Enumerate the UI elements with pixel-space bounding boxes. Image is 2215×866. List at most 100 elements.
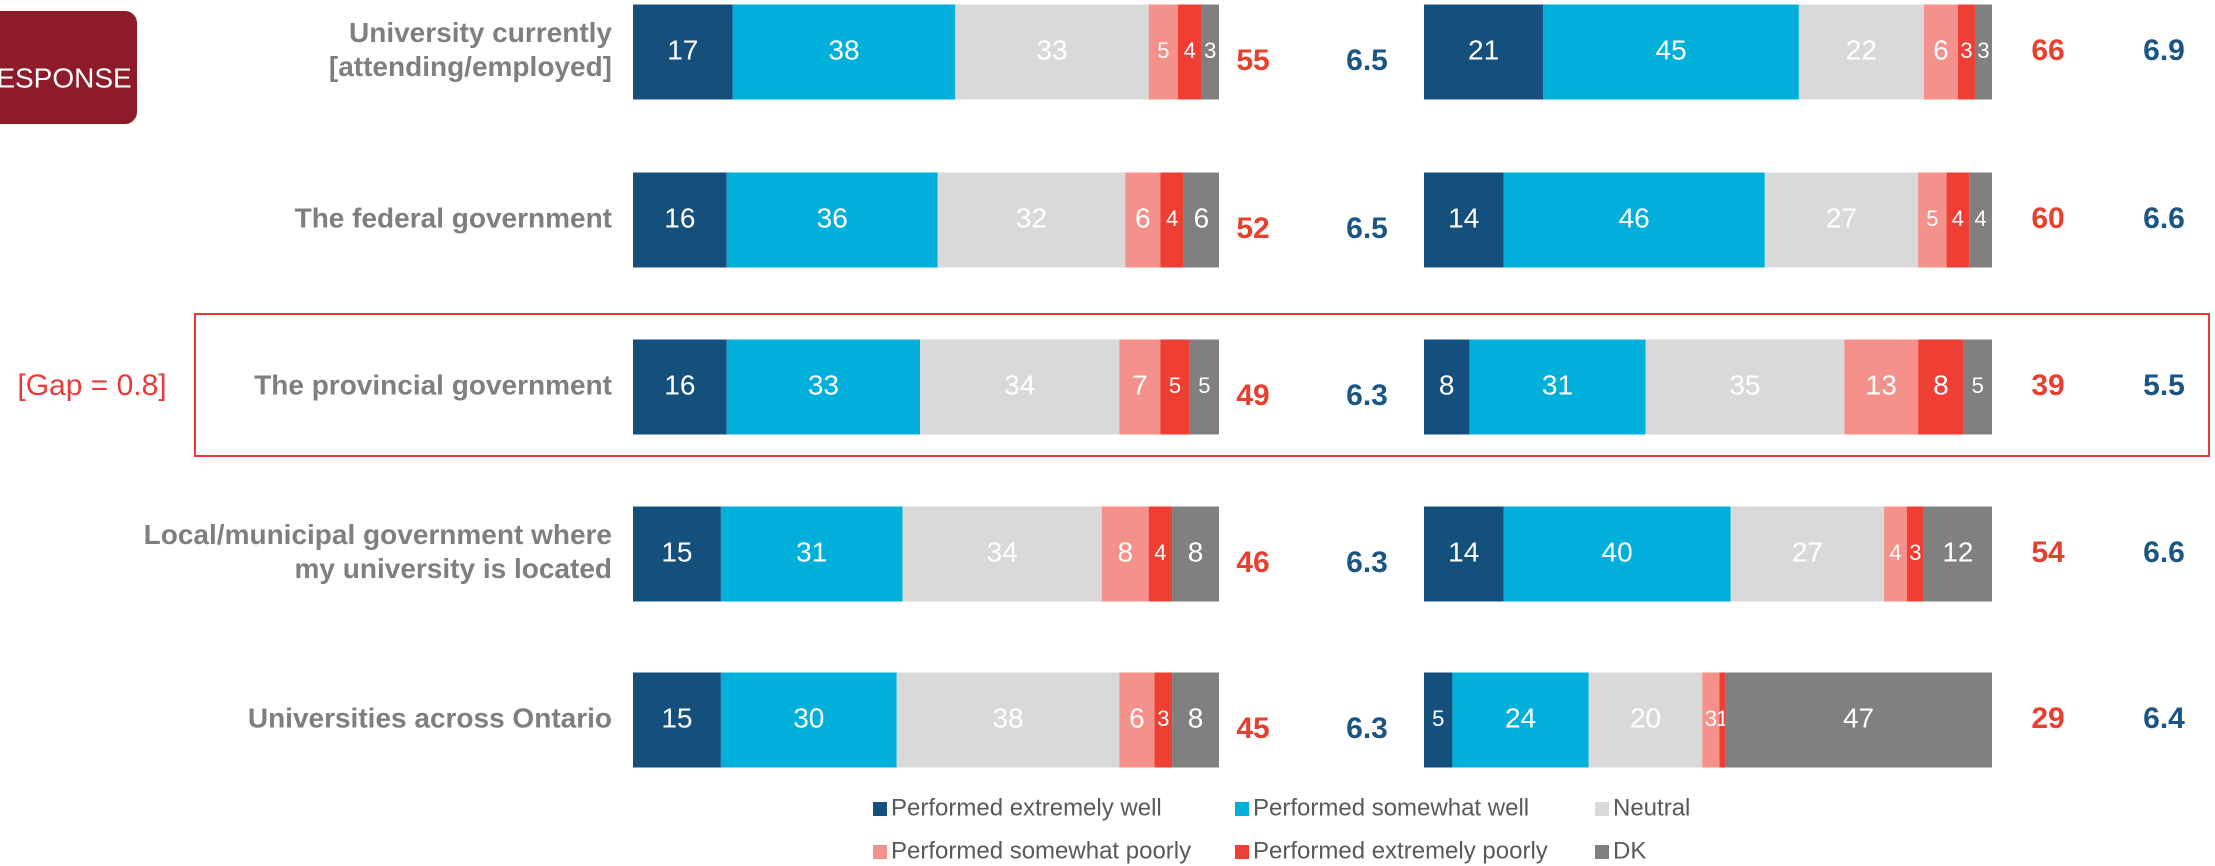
mean-label: 6.4 xyxy=(2143,702,2185,735)
bar-label: 4 xyxy=(1975,206,1987,231)
legend-swatch xyxy=(1235,845,1249,859)
bar-segment xyxy=(937,172,1126,268)
bar-segment xyxy=(1160,172,1184,268)
net-label: 60 xyxy=(2031,202,2064,235)
bar-label: 24 xyxy=(1505,702,1536,733)
bar-label: 32 xyxy=(1016,202,1047,233)
mean-label: 5.5 xyxy=(2143,369,2185,402)
bar-segment xyxy=(1918,172,1947,268)
bar-segment xyxy=(1183,172,1219,268)
bar-segment xyxy=(1918,339,1964,435)
bar-label: 3 xyxy=(1909,540,1921,565)
bar-segment xyxy=(1177,4,1202,100)
logo xyxy=(0,11,137,124)
bar-segment xyxy=(1469,339,1646,435)
bar-label: 8 xyxy=(1933,369,1949,400)
bar-segment xyxy=(902,506,1102,602)
category-label: Local/municipal government where my unive… xyxy=(144,519,612,584)
bar-label: 7 xyxy=(1132,369,1148,400)
logo-text: ESPONSE xyxy=(0,62,132,93)
bar-segment xyxy=(1702,672,1720,768)
bar-label: 6 xyxy=(1933,34,1949,65)
bar-segment xyxy=(1172,672,1219,768)
bar-segment xyxy=(633,339,727,435)
bar-segment xyxy=(1963,339,1992,435)
bar-segment xyxy=(1946,172,1970,268)
bar-segment xyxy=(1730,506,1885,602)
bar-segment xyxy=(1148,4,1178,100)
bar-label: 8 xyxy=(1188,536,1204,567)
bar-segment xyxy=(1957,4,1975,100)
bar-segment xyxy=(1844,339,1919,435)
bar-segment xyxy=(1148,506,1173,602)
bar-segment xyxy=(1189,339,1219,435)
bar-segment xyxy=(1645,339,1845,435)
bar-segment xyxy=(1424,506,1504,602)
legend-label: DK xyxy=(1613,837,1646,864)
bar-label: 35 xyxy=(1729,369,1760,400)
bar-label: 12 xyxy=(1942,536,1973,567)
bar-label: 47 xyxy=(1843,702,1874,733)
bar-label: 8 xyxy=(1439,369,1455,400)
bar-label: 3 xyxy=(1204,38,1216,63)
bar-label: 8 xyxy=(1188,702,1204,733)
highlight-box xyxy=(194,313,2210,457)
bar-segment xyxy=(1503,172,1765,268)
mean-label: 6.6 xyxy=(2143,536,2185,569)
bar-label: 16 xyxy=(664,369,695,400)
bar-segment xyxy=(1588,672,1703,768)
net-label: 55 xyxy=(1236,44,1269,77)
legend-label: Performed extremely well xyxy=(891,794,1162,821)
net-label: 54 xyxy=(2031,536,2065,569)
mean-label: 6.5 xyxy=(1346,212,1388,245)
bar-label: 8 xyxy=(1117,536,1133,567)
bar-label: 33 xyxy=(808,369,839,400)
mean-label: 6.5 xyxy=(1346,44,1388,77)
bar-label: 3 xyxy=(1157,706,1169,731)
bar-segment xyxy=(1119,672,1155,768)
category-label: Universities across Ontario xyxy=(248,702,612,733)
bar-segment xyxy=(1974,4,1992,100)
bar-label: 31 xyxy=(1542,369,1573,400)
legend-swatch xyxy=(873,802,887,816)
bar-segment xyxy=(955,4,1149,100)
bar-segment xyxy=(1764,172,1919,268)
bar-label: 14 xyxy=(1448,202,1479,233)
bar-segment xyxy=(720,506,903,602)
net-label: 29 xyxy=(2031,702,2064,735)
bar-label: 33 xyxy=(1036,34,1067,65)
bar-label: 5 xyxy=(1972,373,1984,398)
legend-swatch xyxy=(873,845,887,859)
legend-swatch xyxy=(1595,845,1609,859)
bar-segment xyxy=(1452,672,1589,768)
bar-label: 5 xyxy=(1169,373,1181,398)
bar-segment xyxy=(726,339,921,435)
net-label: 52 xyxy=(1236,212,1269,245)
legend-label: Performed extremely poorly xyxy=(1253,837,1548,864)
category-label: The federal government xyxy=(295,202,612,233)
category-label: University currently [attending/employed] xyxy=(329,17,613,82)
bar-label: 27 xyxy=(1826,202,1857,233)
bar-segment xyxy=(1424,339,1470,435)
bar-segment xyxy=(1725,672,1992,768)
annotation: [Gap = 0.8] xyxy=(17,369,166,402)
bar-segment xyxy=(1884,506,1907,602)
bar-segment xyxy=(1923,506,1992,602)
bar-label: 22 xyxy=(1846,34,1877,65)
bar-label: 17 xyxy=(667,34,698,65)
bar-segment xyxy=(1125,172,1161,268)
bar-segment xyxy=(1543,4,1799,100)
bar-label: 27 xyxy=(1792,536,1823,567)
mean-label: 6.3 xyxy=(1346,379,1388,412)
bar-segment xyxy=(1424,172,1504,268)
bar-label: 15 xyxy=(661,536,692,567)
bar-segment xyxy=(1719,672,1726,768)
bar-label: 4 xyxy=(1184,38,1196,63)
bar-segment xyxy=(1424,4,1544,100)
mean-label: 6.9 xyxy=(2143,34,2185,67)
bar-label: 4 xyxy=(1889,540,1901,565)
bar-label: 36 xyxy=(817,202,848,233)
mean-label: 6.3 xyxy=(1346,546,1388,579)
bar-segment xyxy=(1154,672,1173,768)
bar-label: 38 xyxy=(992,702,1023,733)
